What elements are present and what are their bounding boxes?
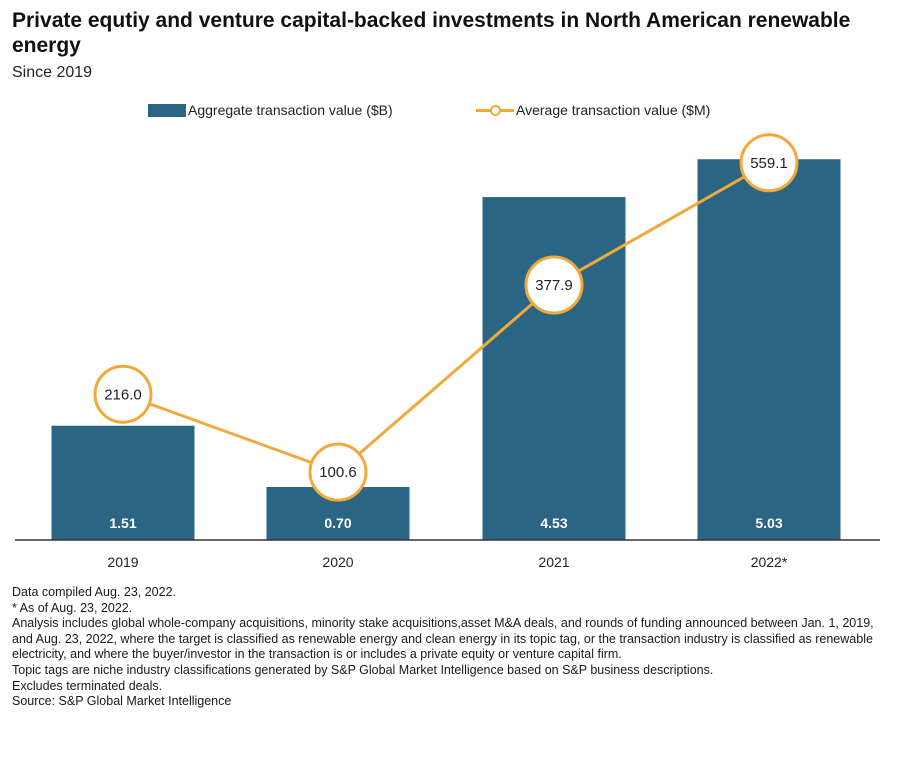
legend-item-line: Average transaction value ($M) <box>476 102 710 118</box>
line-value-label: 216.0 <box>104 386 142 403</box>
x-tick-label: 2020 <box>322 554 353 570</box>
legend-bar-label: Aggregate transaction value ($B) <box>188 102 393 118</box>
footnote-compiled: Data compiled Aug. 23, 2022. <box>12 585 177 599</box>
line-value-label: 377.9 <box>535 277 573 294</box>
bar-value-label: 4.53 <box>540 515 567 531</box>
footnote-excludes: Excludes terminated deals. <box>12 678 163 693</box>
line-point-marker <box>93 364 153 424</box>
line-value-label: 100.6 <box>319 464 357 481</box>
footnote-analysis: Analysis includes global whole-company a… <box>12 616 874 662</box>
legend-bar-swatch <box>148 103 186 117</box>
line-point-marker <box>308 442 368 502</box>
x-tick-label: 2019 <box>107 554 138 570</box>
bar-2021 <box>482 197 626 541</box>
chart-subtitle: Since 2019 <box>12 64 93 81</box>
bar-2019 <box>51 425 195 540</box>
x-tick-label: 2022* <box>751 554 788 570</box>
footnote-source: Source: S&P Global Market Intelligence <box>12 694 232 709</box>
legend-line-label: Average transaction value ($M) <box>516 102 711 118</box>
legend-item-bar: Aggregate transaction value ($B) <box>148 102 393 118</box>
bar-2022 <box>697 159 841 540</box>
line-point-marker <box>524 255 584 315</box>
average-value-line <box>122 161 770 474</box>
bar-value-label: 1.51 <box>109 515 136 531</box>
x-tick-label: 2021 <box>538 554 569 570</box>
footnotes: Data compiled Aug. 23, 2022. * As of Aug… <box>12 585 888 710</box>
line-value-label: 559.1 <box>750 155 788 172</box>
chart-title: Private equtiy and venture capital-backe… <box>12 9 851 57</box>
bar-value-label: 5.03 <box>755 515 782 531</box>
footnote-asof: * As of Aug. 23, 2022. <box>12 600 133 615</box>
footnote-topic-tags: Topic tags are niche industry classifica… <box>12 662 714 677</box>
bar-value-label: 0.70 <box>324 515 351 531</box>
line-point-marker <box>739 133 799 193</box>
chart-plot: 1.51 0.70 4.53 5.03 2019 2020 2021 2022* 216.0 10… <box>15 133 880 570</box>
legend-line-swatch <box>476 103 514 117</box>
